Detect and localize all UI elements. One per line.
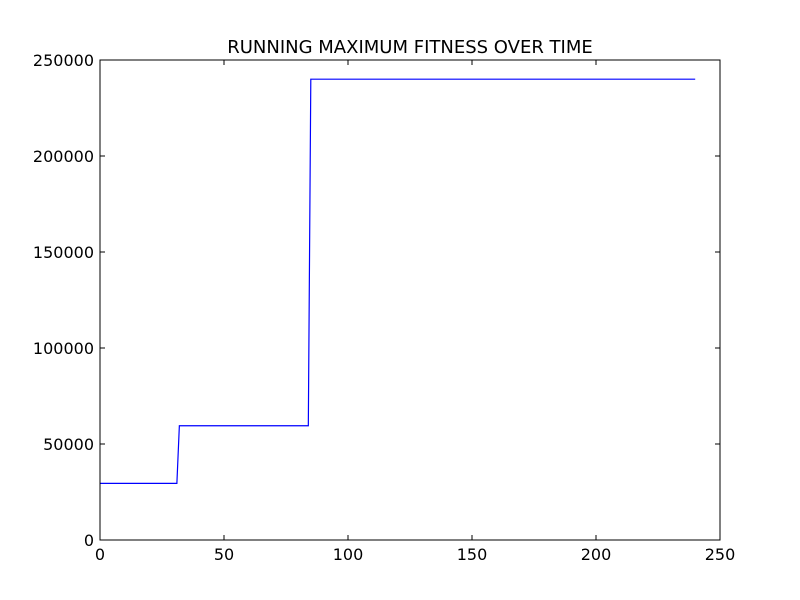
series-line-0 — [100, 78, 696, 484]
y-tick-label: 150000 — [33, 243, 94, 262]
x-tick-label: 100 — [333, 545, 364, 564]
y-tick-label: 250000 — [33, 51, 94, 70]
x-tick-label: 150 — [457, 545, 488, 564]
plot-frame — [99, 59, 721, 541]
axis-ticks: 0 50 100 150 200 250 0 50000 100000 150000 200000 2… — [33, 51, 735, 564]
x-tick-label: 200 — [581, 545, 612, 564]
chart-title: RUNNING MAXIMUM FITNESS OVER TIME — [227, 37, 593, 58]
y-tick-label: 100000 — [33, 339, 94, 358]
plot-area — [100, 78, 696, 484]
x-tick-label: 0 — [95, 545, 105, 564]
y-tick-label: 0 — [84, 531, 94, 550]
x-tick-label: 250 — [705, 545, 736, 564]
y-tick-label: 50000 — [43, 435, 94, 454]
x-tick-label: 50 — [214, 545, 234, 564]
y-tick-label: 200000 — [33, 147, 94, 166]
